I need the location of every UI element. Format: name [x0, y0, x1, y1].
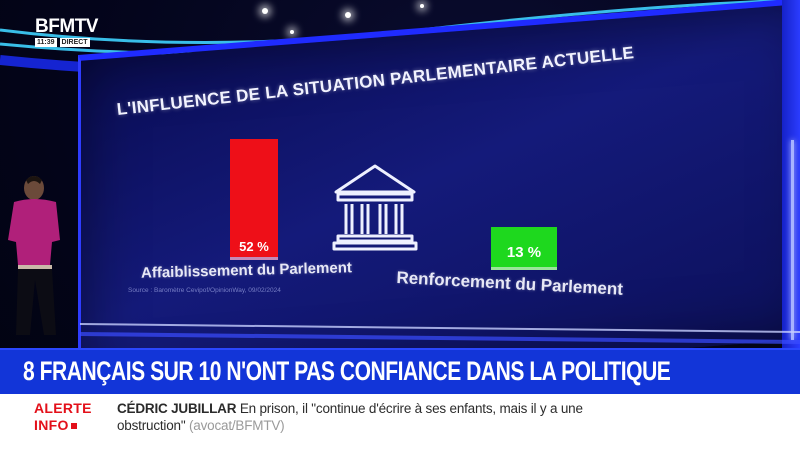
- stage-floor-lights: [80, 323, 800, 344]
- ceiling-light: [290, 30, 294, 34]
- news-ticker: ALERTE INFO CÉDRIC JUBILLAR En prison, i…: [0, 394, 800, 450]
- bar-strengthening: 13 %: [491, 227, 557, 270]
- ticker-story: CÉDRIC JUBILLAR En prison, il "continue …: [117, 400, 637, 434]
- bar-value-label: 52 %: [239, 239, 269, 254]
- alert-square-icon: [70, 423, 77, 430]
- ceiling-light: [420, 4, 424, 8]
- headline-text: 8 FRANÇAIS SUR 10 N'ONT PAS CONFIANCE DA…: [23, 356, 671, 386]
- ticker-credit: (avocat/BFMTV): [189, 418, 285, 433]
- ceiling-light: [262, 8, 268, 14]
- channel-logo: BFMTV 11:39 DIRECT: [35, 17, 98, 47]
- live-label: DIRECT: [59, 38, 90, 47]
- parliament-building-icon: [332, 164, 418, 251]
- presenter-figure: [8, 176, 60, 335]
- ceiling-light: [345, 12, 351, 18]
- alert-badge: ALERTE INFO: [34, 400, 92, 434]
- ticker-body: En prison, il "continue d'écrire à ses e…: [117, 401, 583, 433]
- broadcast-time: 11:39: [35, 38, 57, 47]
- source-note: Source : Baromètre Cevipof/OpinionWay, 0…: [128, 287, 281, 294]
- bar-weakening: 52 %: [230, 139, 278, 260]
- alert-label: ALERTE: [34, 400, 92, 416]
- info-label: INFO: [34, 417, 69, 433]
- ticker-subject: CÉDRIC JUBILLAR: [117, 401, 237, 416]
- headline-strap: 8 FRANÇAIS SUR 10 N'ONT PAS CONFIANCE DA…: [0, 348, 800, 396]
- screen-edge-glow: [782, 0, 800, 360]
- bar-value-label: 13 %: [506, 244, 542, 261]
- channel-logo-text: BFMTV: [35, 16, 98, 37]
